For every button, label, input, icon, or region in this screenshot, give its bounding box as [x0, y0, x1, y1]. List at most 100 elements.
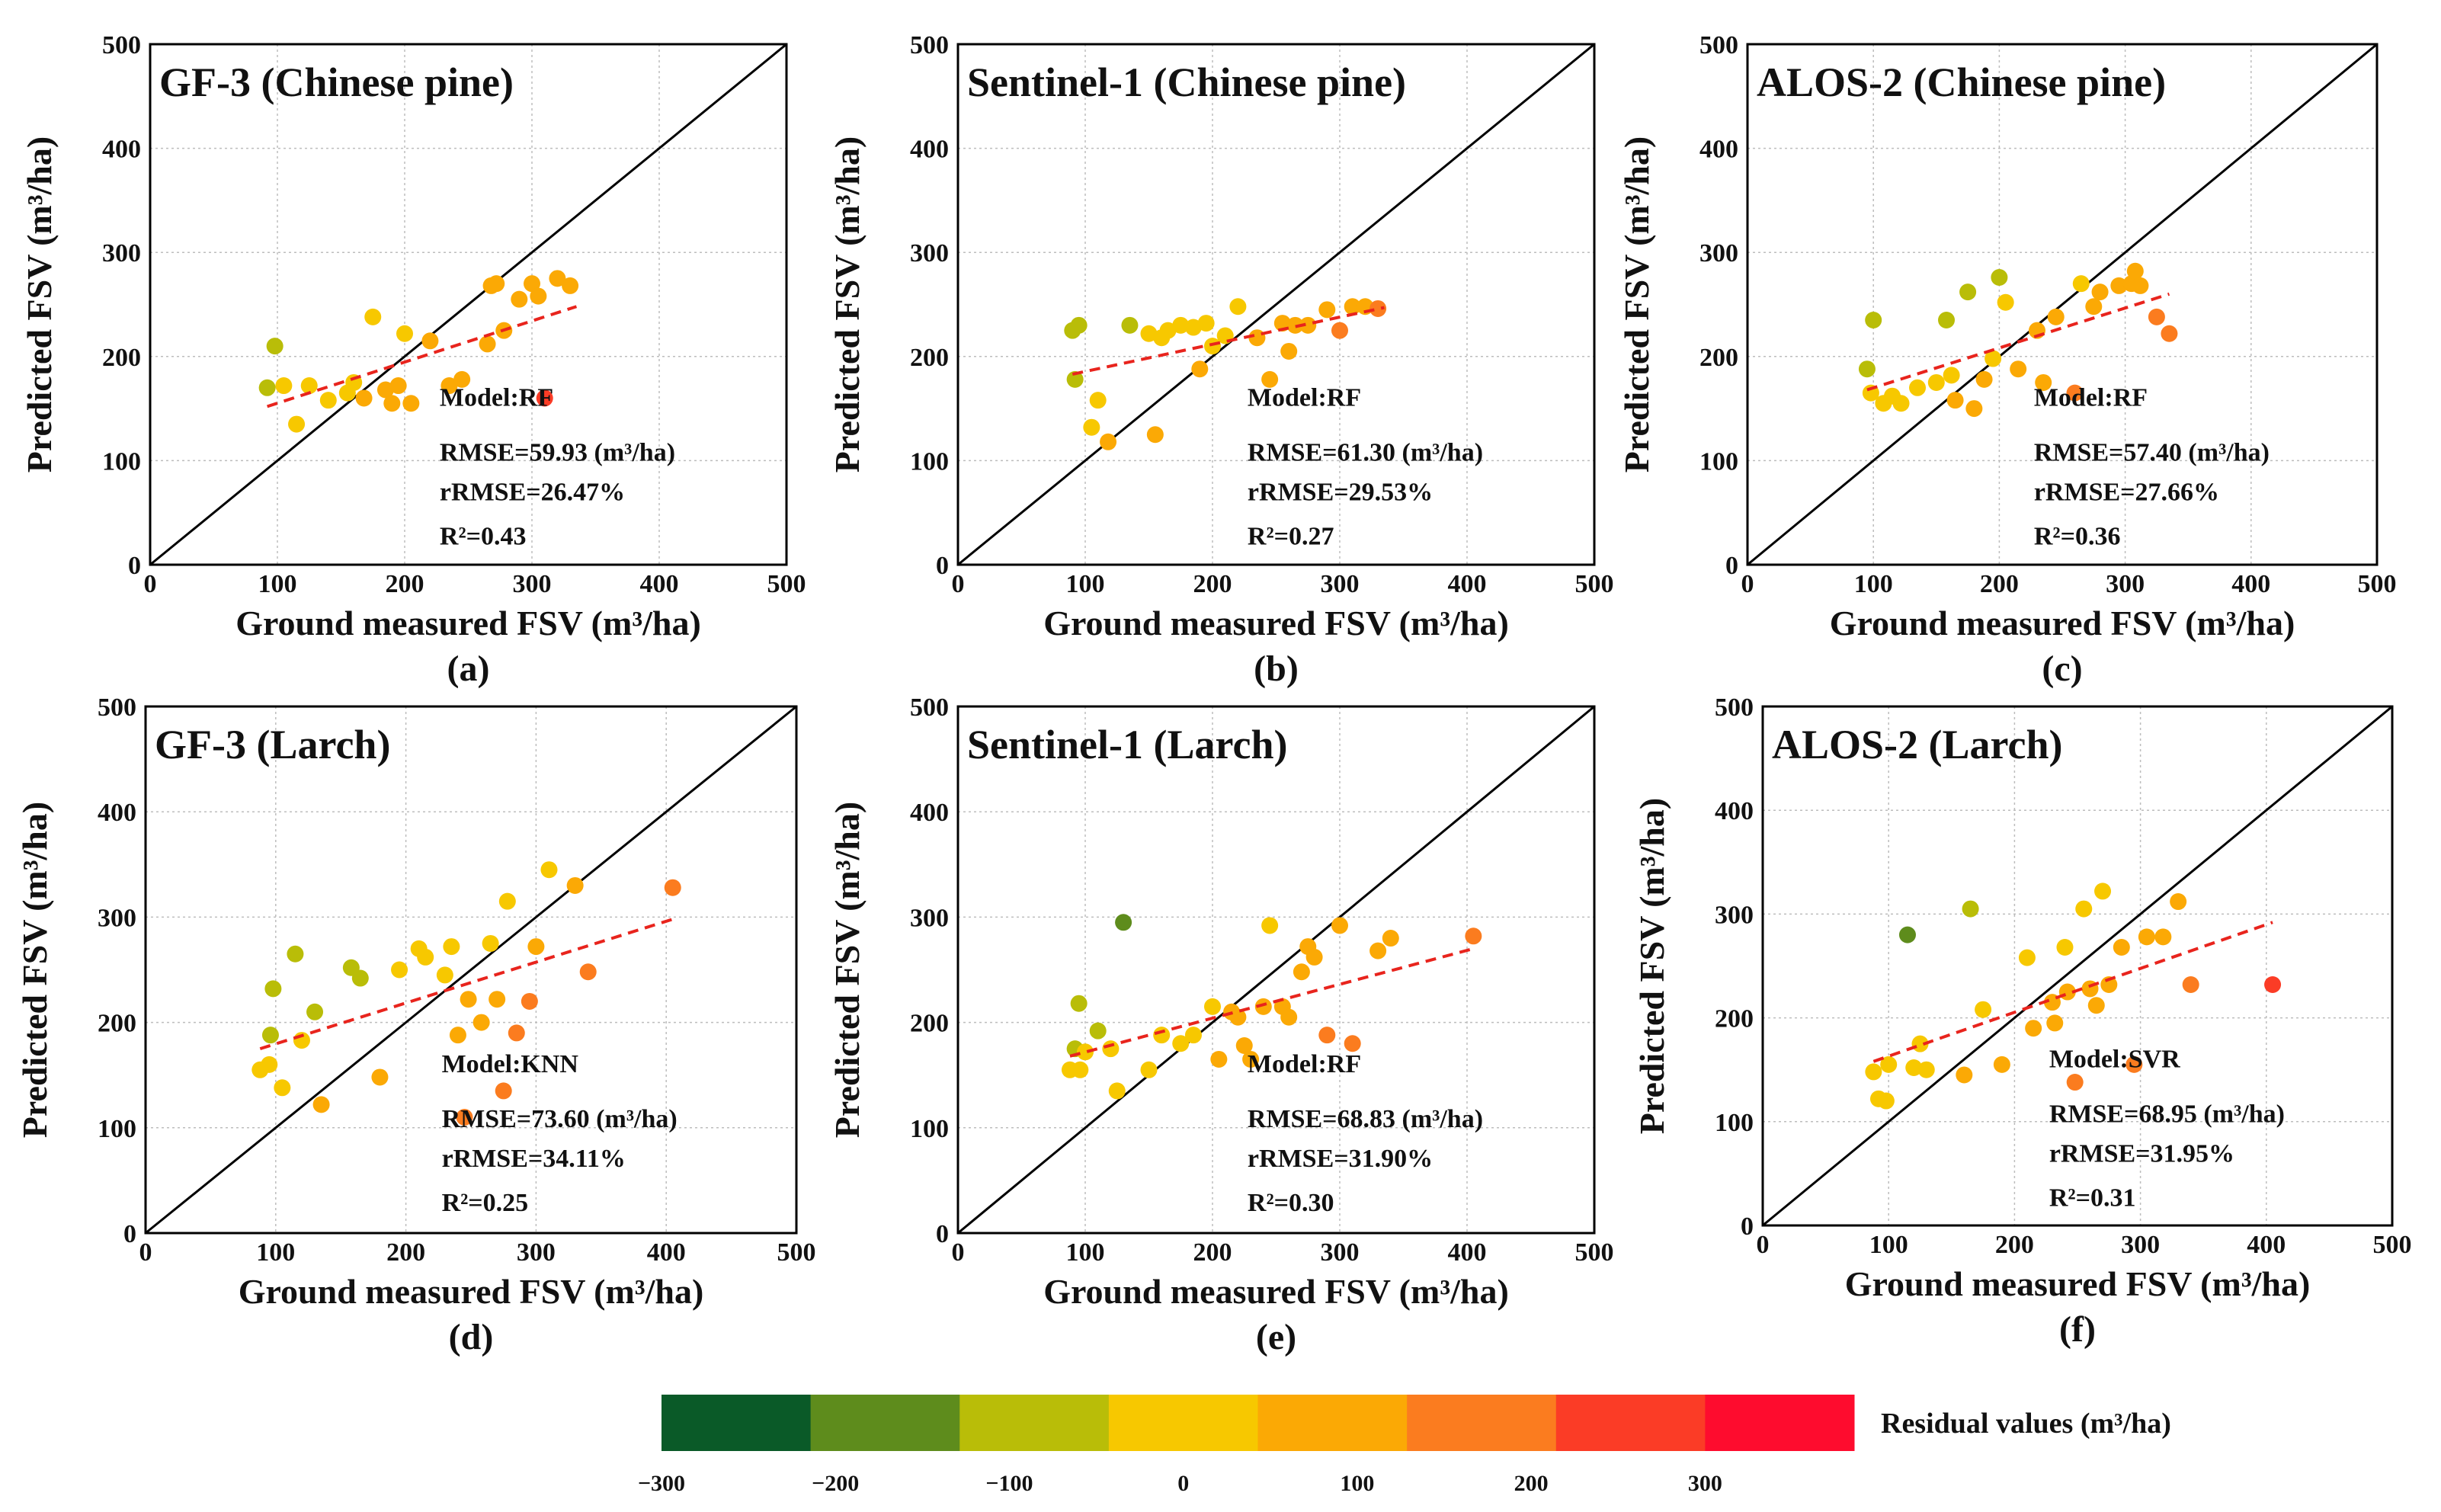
- model-label: Model:RF: [440, 384, 553, 412]
- scatter-point: [1962, 900, 1979, 918]
- y-tick-label: 200: [1715, 1005, 1754, 1033]
- scatter-point: [508, 1024, 525, 1042]
- panel-letter: (b): [1254, 649, 1299, 689]
- x-axis-label: Ground measured FSV (m³/ha): [1830, 604, 2295, 642]
- rrmse-label: rRMSE=31.95%: [2049, 1139, 2234, 1168]
- panel-title: GF-3 (Chinese pine): [159, 59, 514, 105]
- x-tick-label: 400: [1448, 570, 1487, 598]
- r2-label: R²=0.36: [2034, 523, 2121, 551]
- colorbar-tick-label: 100: [1340, 1471, 1374, 1496]
- scatter-point: [1077, 1043, 1094, 1061]
- panel-letter: (f): [2059, 1309, 2096, 1350]
- scatter-point: [664, 879, 681, 896]
- scatter-point: [1997, 293, 2014, 311]
- scatter-point: [521, 992, 538, 1010]
- x-tick-label: 400: [2247, 1231, 2286, 1259]
- scatter-point: [2138, 928, 2155, 946]
- scatter-point: [1943, 367, 1960, 384]
- x-tick-label: 300: [513, 570, 552, 598]
- x-tick-label: 400: [2231, 570, 2270, 598]
- scatter-point: [2161, 325, 2178, 342]
- scatter-point: [1959, 284, 1977, 301]
- colorbar-swatch: [959, 1395, 1110, 1451]
- scatter-point: [1191, 360, 1209, 378]
- scatter-point: [396, 325, 413, 342]
- scatter-point: [1331, 917, 1348, 934]
- x-tick-label: 100: [256, 1238, 295, 1267]
- colorbar-swatch: [810, 1395, 960, 1451]
- scatter-point: [1865, 311, 1882, 328]
- y-tick-label: 200: [98, 1010, 136, 1038]
- one-to-one-line: [1762, 705, 2393, 1227]
- one-to-one-line: [145, 705, 797, 1235]
- scatter-point: [264, 980, 282, 998]
- scatter-point: [562, 277, 579, 294]
- scatter-point: [2110, 277, 2128, 294]
- r2-label: R²=0.43: [440, 523, 527, 551]
- scatter-point: [1299, 316, 1317, 334]
- scatter-point: [460, 991, 477, 1008]
- rmse-label: RMSE=59.93 (m³/ha): [440, 439, 675, 467]
- scatter-point: [498, 892, 516, 910]
- rrmse-label: rRMSE=34.11%: [442, 1145, 626, 1173]
- scatter-point: [1083, 418, 1100, 436]
- scatter-point: [2087, 997, 2105, 1014]
- x-tick-label: 200: [1193, 570, 1232, 598]
- y-tick-label: 0: [128, 552, 141, 580]
- y-tick-label: 400: [98, 799, 136, 827]
- y-tick-label: 400: [1699, 136, 1738, 164]
- colorbar-tick-label: 0: [1177, 1471, 1189, 1496]
- y-axis-label: Predicted FSV (m³/ha): [1617, 136, 1656, 472]
- scatter-point: [530, 287, 547, 305]
- scatter-point: [440, 377, 458, 395]
- scatter-point: [1858, 360, 1876, 378]
- scatter-point: [2066, 384, 2084, 402]
- scatter-point: [2148, 308, 2165, 325]
- y-axis-label: Predicted FSV (m³/ha): [828, 136, 867, 472]
- y-tick-label: 500: [910, 694, 949, 722]
- scatter-point: [2075, 900, 2093, 918]
- x-tick-label: 200: [386, 1238, 425, 1267]
- scatter-point: [1235, 1037, 1253, 1055]
- scatter-point: [376, 381, 394, 399]
- scatter-point: [2047, 308, 2065, 325]
- y-tick-label: 500: [102, 31, 141, 59]
- fit-line: [259, 918, 674, 1051]
- colorbar-swatch: [1257, 1395, 1408, 1451]
- colorbar-tick-label: −300: [638, 1471, 685, 1496]
- scatter-point: [417, 948, 434, 966]
- scatter-point: [1369, 300, 1387, 317]
- panel-title: GF-3 (Larch): [155, 722, 390, 767]
- scatter-point: [2100, 976, 2118, 994]
- panel-2: 0 100 200 300 400 500 0 100 200 300 400 500 Ground m…: [828, 31, 1614, 689]
- colorbar-tick-label: −100: [985, 1471, 1033, 1496]
- scatter-point: [1070, 995, 1088, 1012]
- scatter-point: [2018, 949, 2036, 966]
- scatter-point: [540, 861, 558, 879]
- x-tick-label: 0: [1741, 570, 1754, 598]
- scatter-point: [258, 379, 276, 396]
- x-tick-label: 300: [517, 1238, 556, 1267]
- scatter-point: [1905, 1059, 1923, 1076]
- x-tick-label: 500: [2358, 570, 2397, 598]
- scatter-point: [443, 938, 460, 956]
- scatter-point: [1210, 1050, 1228, 1068]
- y-tick-label: 200: [1699, 344, 1738, 372]
- rrmse-label: rRMSE=26.47%: [440, 479, 625, 507]
- scatter-point: [1197, 315, 1215, 332]
- scatter-point: [351, 969, 369, 987]
- scatter-point: [1140, 1061, 1158, 1078]
- x-axis-label: Ground measured FSV (m³/ha): [1845, 1264, 2311, 1303]
- x-tick-label: 0: [952, 1238, 965, 1267]
- scatter-point: [1184, 319, 1202, 336]
- scatter-point: [436, 966, 453, 984]
- scatter-point: [1159, 322, 1177, 339]
- y-tick-label: 300: [910, 239, 949, 267]
- scatter-point: [1993, 1056, 2010, 1073]
- plot-frame: [144, 705, 798, 1235]
- scatter-point: [1917, 1061, 1935, 1078]
- x-tick-label: 0: [144, 570, 157, 598]
- y-tick-label: 400: [1715, 797, 1754, 825]
- y-tick-label: 0: [936, 552, 949, 580]
- scatter-point: [1254, 998, 1272, 1015]
